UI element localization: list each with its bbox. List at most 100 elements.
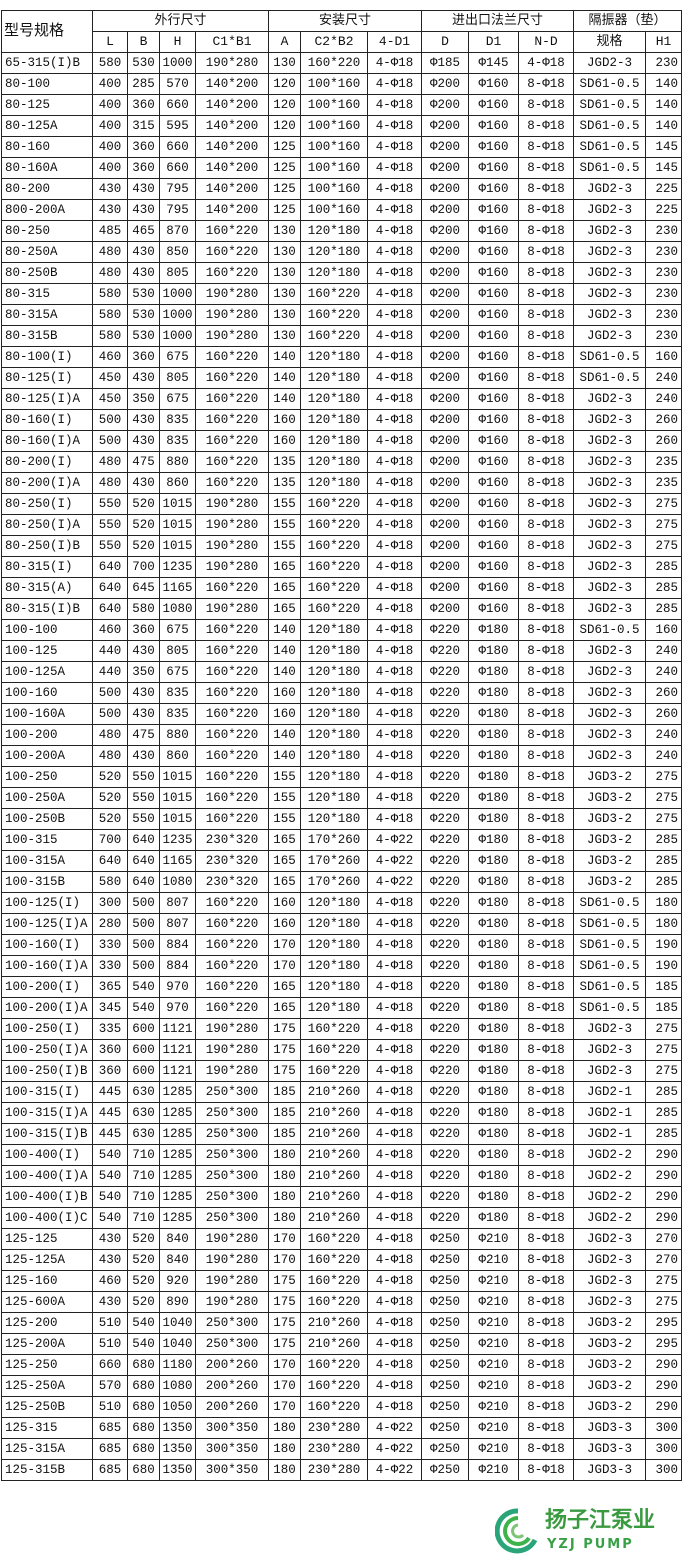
cell-l: 430 bbox=[92, 178, 128, 200]
cell-d: Φ200 bbox=[421, 556, 470, 578]
cell-4-d1: 4-Φ18 bbox=[367, 577, 423, 599]
cell-b: 540 bbox=[127, 1333, 160, 1355]
cell-model: 80-125(I) bbox=[1, 367, 93, 389]
cell-h: 795 bbox=[159, 199, 196, 221]
cell-d1: Φ210 bbox=[468, 1396, 520, 1418]
cell-model: 80-250(I)A bbox=[1, 514, 93, 536]
cell-isolator-spec: JGD2-3 bbox=[573, 1291, 647, 1313]
cell-4-d1: 4-Φ18 bbox=[367, 1270, 423, 1292]
cell-c2-b2: 210*260 bbox=[300, 1207, 369, 1229]
swirl-logo-icon bbox=[495, 1508, 538, 1554]
cell-d1: Φ160 bbox=[468, 262, 520, 284]
cell-4-d1: 4-Φ18 bbox=[367, 1144, 423, 1166]
cell-4-d1: 4-Φ18 bbox=[367, 304, 423, 326]
table-row: 80-315(I)B 640 580 1080 190*280 165 160*220 4-Φ… bbox=[1, 598, 683, 620]
cell-b: 430 bbox=[127, 178, 160, 200]
cell-a: 180 bbox=[268, 1438, 302, 1460]
cell-h1: 230 bbox=[645, 241, 683, 263]
cell-a: 155 bbox=[268, 787, 302, 809]
cell-a: 170 bbox=[268, 955, 302, 977]
cell-d: Φ200 bbox=[421, 409, 470, 431]
cell-h1: 235 bbox=[645, 472, 683, 494]
cell-h1: 275 bbox=[645, 1270, 683, 1292]
table-row: 80-315A 580 530 1000 190*280 130 160*220 4-Φ18 Φ… bbox=[1, 304, 683, 326]
table-row: 100-160(I) 330 500 884 160*220 170 120*180 4-Φ1… bbox=[1, 934, 683, 956]
cell-d1: Φ180 bbox=[468, 619, 520, 641]
cell-h: 807 bbox=[159, 892, 196, 914]
cell-c2-b2: 120*180 bbox=[300, 409, 369, 431]
cell-isolator-spec: JGD2-3 bbox=[573, 409, 647, 431]
cell-isolator-spec: SD61-0.5 bbox=[573, 73, 647, 95]
cell-4-d1: 4-Φ22 bbox=[367, 829, 423, 851]
cell-l: 510 bbox=[92, 1312, 128, 1334]
cell-h1: 285 bbox=[645, 556, 683, 578]
cell-c2-b2: 120*180 bbox=[300, 262, 369, 284]
cell-c2-b2: 120*180 bbox=[300, 472, 369, 494]
cell-l: 430 bbox=[92, 1228, 128, 1250]
cell-c2-b2: 160*220 bbox=[300, 535, 369, 557]
cell-model: 125-125A bbox=[1, 1249, 93, 1271]
cell-d1: Φ180 bbox=[468, 1207, 520, 1229]
cell-c2-b2: 120*180 bbox=[300, 766, 369, 788]
cell-c2-b2: 120*180 bbox=[300, 241, 369, 263]
cell-a: 120 bbox=[268, 115, 302, 137]
cell-isolator-spec: JGD2-3 bbox=[573, 1249, 647, 1271]
cell-c2-b2: 120*180 bbox=[300, 346, 369, 368]
table-row: 800-200A 430 430 795 140*200 125 100*160 4-Φ18 Φ… bbox=[1, 199, 683, 221]
cell-4-d1: 4-Φ18 bbox=[367, 220, 423, 242]
header-col-isolator-spec: 规格 bbox=[573, 31, 647, 53]
table-row: 80-125(I) 450 430 805 160*220 140 120*180 4-Φ18… bbox=[1, 367, 683, 389]
cell-c1-b1: 230*320 bbox=[194, 829, 270, 851]
cell-c1-b1: 190*280 bbox=[194, 1018, 270, 1040]
table-row: 80-250A 480 430 850 160*220 130 120*180 4-Φ18 Φ2… bbox=[1, 241, 683, 263]
cell-d: Φ220 bbox=[421, 745, 470, 767]
table-row: 125-200A 510 540 1040 250*300 175 210*260 4-Φ18… bbox=[1, 1333, 683, 1355]
cell-n-d: 8-Φ18 bbox=[518, 850, 575, 872]
cell-4-d1: 4-Φ18 bbox=[367, 1186, 423, 1208]
header-install-dimensions: 安装尺寸 bbox=[268, 10, 423, 32]
cell-model: 80-250A bbox=[1, 241, 93, 263]
cell-model: 100-125A bbox=[1, 661, 93, 683]
cell-isolator-spec: JGD2-3 bbox=[573, 577, 647, 599]
cell-4-d1: 4-Φ18 bbox=[367, 724, 423, 746]
cell-h: 675 bbox=[159, 619, 196, 641]
cell-c1-b1: 160*220 bbox=[194, 913, 270, 935]
cell-d: Φ200 bbox=[421, 430, 470, 452]
cell-b: 430 bbox=[127, 472, 160, 494]
cell-h: 835 bbox=[159, 682, 196, 704]
header-flange-dimensions: 进出口法兰尺寸 bbox=[421, 10, 575, 32]
cell-d: Φ220 bbox=[421, 1186, 470, 1208]
cell-b: 430 bbox=[127, 367, 160, 389]
cell-model: 80-100(I) bbox=[1, 346, 93, 368]
cell-n-d: 8-Φ18 bbox=[518, 1354, 575, 1376]
cell-4-d1: 4-Φ18 bbox=[367, 52, 423, 74]
cell-a: 170 bbox=[268, 934, 302, 956]
cell-l: 300 bbox=[92, 892, 128, 914]
table-row: 100-200(I) 365 540 970 160*220 165 120*180 4-Φ1… bbox=[1, 976, 683, 998]
cell-h1: 225 bbox=[645, 199, 683, 221]
cell-d1: Φ160 bbox=[468, 493, 520, 515]
cell-c1-b1: 190*280 bbox=[194, 556, 270, 578]
cell-b: 430 bbox=[127, 199, 160, 221]
cell-a: 185 bbox=[268, 1081, 302, 1103]
cell-b: 360 bbox=[127, 346, 160, 368]
cell-l: 510 bbox=[92, 1333, 128, 1355]
cell-d: Φ200 bbox=[421, 262, 470, 284]
cell-isolator-spec: JGD2-3 bbox=[573, 451, 647, 473]
cell-l: 480 bbox=[92, 241, 128, 263]
cell-n-d: 8-Φ18 bbox=[518, 787, 575, 809]
cell-d: Φ220 bbox=[421, 787, 470, 809]
cell-h1: 275 bbox=[645, 1291, 683, 1313]
cell-c1-b1: 250*300 bbox=[194, 1144, 270, 1166]
cell-c1-b1: 200*260 bbox=[194, 1396, 270, 1418]
cell-h: 840 bbox=[159, 1249, 196, 1271]
cell-isolator-spec: JGD2-2 bbox=[573, 1144, 647, 1166]
cell-h1: 260 bbox=[645, 682, 683, 704]
cell-c2-b2: 170*260 bbox=[300, 829, 369, 851]
cell-c1-b1: 160*220 bbox=[194, 787, 270, 809]
cell-4-d1: 4-Φ18 bbox=[367, 178, 423, 200]
cell-n-d: 8-Φ18 bbox=[518, 1375, 575, 1397]
cell-d1: Φ180 bbox=[468, 1144, 520, 1166]
table-row: 80-125 400 360 660 140*200 120 100*160 4-Φ18 Φ20… bbox=[1, 94, 683, 116]
cell-h: 660 bbox=[159, 136, 196, 158]
